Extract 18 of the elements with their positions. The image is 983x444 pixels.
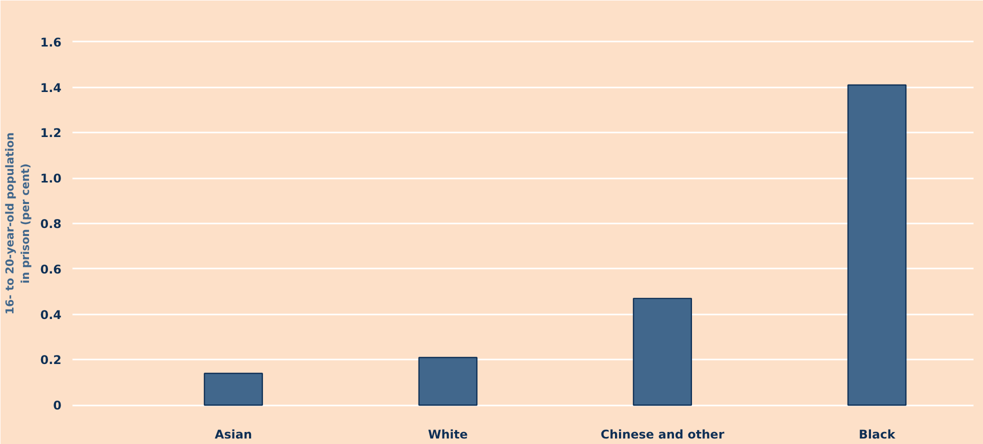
bar — [847, 84, 907, 406]
x-tick-label: Asian — [214, 428, 252, 442]
y-tick-label: 0.6 — [40, 262, 62, 276]
y-tick-label: 0.2 — [40, 353, 62, 368]
y-axis-title: 16- to 20-year-old population in prison (per cent) — [4, 132, 32, 315]
bar — [632, 298, 692, 406]
bar — [418, 356, 478, 406]
y-tick-label: 0 — [53, 398, 62, 413]
y-tick-label: 0.4 — [40, 308, 62, 322]
y-tick-label: 0.8 — [40, 217, 62, 231]
x-tick-label: Chinese and other — [600, 428, 724, 442]
y-tick-label: 1.4 — [40, 80, 62, 95]
bar — [204, 372, 263, 406]
y-tick-label: 1.2 — [40, 126, 62, 140]
x-tick-label: Black — [858, 428, 896, 442]
y-tick-label: 1.6 — [40, 35, 62, 50]
x-tick-label: White — [428, 428, 468, 442]
y-tick-label: 1.0 — [40, 172, 62, 186]
